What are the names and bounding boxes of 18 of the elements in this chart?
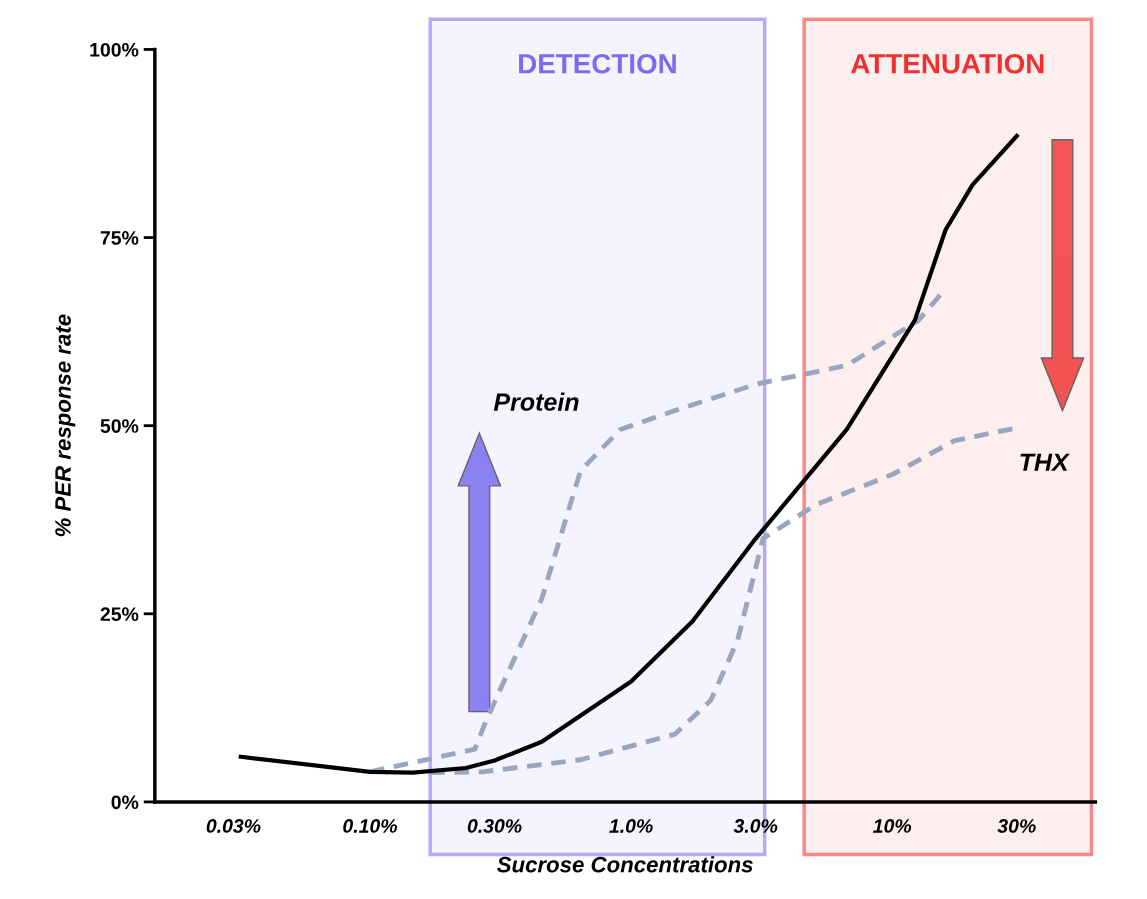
annotation: THX xyxy=(1020,453,1070,471)
x-tick-label: 10% xyxy=(873,819,912,833)
y-tick-label: 100% xyxy=(90,42,139,57)
x-tick-label: 0.03% xyxy=(206,819,261,833)
y-tick-label: 0% xyxy=(111,795,139,810)
annotation: Protein xyxy=(493,392,579,411)
y-tick-label: 50% xyxy=(100,419,139,433)
x-axis-title: Sucrose Concentrations xyxy=(496,856,753,873)
x-tick-label: 3.0% xyxy=(733,819,778,833)
band-label: ATTENUATION xyxy=(851,53,1044,74)
band-label: DETECTION xyxy=(519,53,676,74)
x-tick-label: 1.0% xyxy=(609,819,653,833)
x-tick-label: 30% xyxy=(997,819,1036,833)
x-tick-label: 0.10% xyxy=(343,819,398,833)
x-tick-label: 0.30% xyxy=(467,819,522,833)
y-tick-label: 25% xyxy=(100,607,139,622)
y-axis-title: % PER response rate xyxy=(55,314,76,537)
y-tick-label: 75% xyxy=(100,231,139,245)
